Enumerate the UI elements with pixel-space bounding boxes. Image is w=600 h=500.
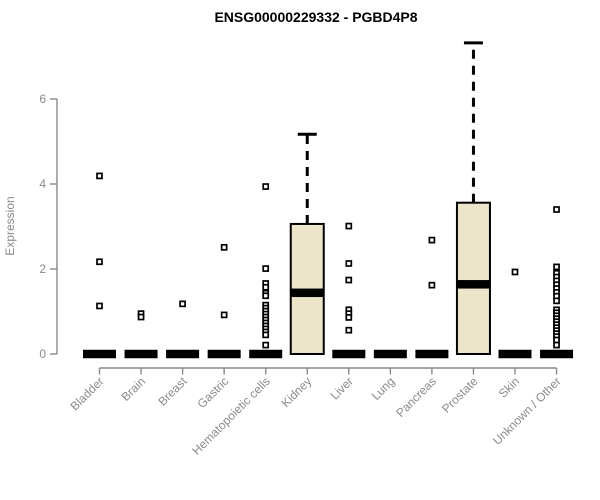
x-category-label-brain: Brain [118,374,148,404]
box-group-gastric [207,243,241,359]
box-group-lung [373,349,407,359]
box-group-breast [166,300,200,359]
outlier-point [220,243,228,251]
box-group-liver [332,222,366,359]
outlier-point [345,276,353,284]
collapsed-box [332,349,366,359]
outlier-point [262,283,270,291]
box-group-hematopoietic-cells [249,183,283,359]
x-category-label-breast: Breast [155,374,190,409]
x-category-label-liver: Liver [328,374,356,402]
outlier-point [96,302,103,310]
outlier-point [511,268,519,276]
y-axis-title: Expression [3,196,17,255]
outlier-point [553,336,560,344]
outlier-point [137,313,145,321]
x-category-label-bladder: Bladder [67,374,106,413]
collapsed-box [373,349,407,359]
outlier-point [262,331,270,339]
outlier-point [428,281,436,289]
outlier-point [262,183,270,190]
box-rect [455,201,491,355]
box-group-bladder [83,172,116,359]
y-tick-label: 6 [39,92,46,106]
outlier-point [96,258,103,266]
box-group-kidney [289,132,325,355]
outlier-point [553,297,560,305]
collapsed-box [249,349,283,359]
collapsed-box [207,349,241,359]
box-group-brain [124,310,158,359]
outlier-point [179,300,186,308]
collapsed-box [498,349,532,359]
box-group-pancreas [415,236,449,359]
boxes-layer [83,41,574,359]
x-category-label-gastric: Gastric [194,374,231,411]
outlier-point [428,236,436,244]
box-group-skin [498,268,532,359]
x-category-label-hematopoietic-cells: Hematopoietic cells [189,374,272,457]
outlier-point [262,292,270,300]
outlier-point [553,206,560,213]
y-tick-label: 4 [39,177,46,191]
collapsed-box [124,349,158,359]
collapsed-box [83,349,116,359]
y-tick-label: 2 [39,262,46,276]
x-category-label-prostate: Prostate [439,374,481,416]
x-category-label-pancreas: Pancreas [393,374,439,420]
y-tick-label: 0 [39,347,46,361]
outlier-point [553,341,560,349]
outlier-point [262,265,270,272]
outlier-point [262,341,270,349]
x-category-label-skin: Skin [496,374,522,400]
x-category-label-lung: Lung [369,374,398,403]
box-group-prostate [455,41,491,355]
outlier-point [345,222,353,230]
outlier-point [553,263,560,271]
median-line [456,280,490,289]
collapsed-box [415,349,449,359]
outlier-point [96,172,103,180]
collapsed-box [166,349,200,359]
chart-title: ENSG00000229332 - PGBD4P8 [214,9,417,25]
median-line [290,288,324,298]
outlier-point [345,260,353,267]
collapsed-box [540,349,574,359]
box-group-unknown-other [540,206,574,359]
outlier-point [220,311,228,319]
x-category-label-kidney: Kidney [279,374,315,410]
outlier-point [345,314,353,321]
outlier-point [345,326,353,334]
